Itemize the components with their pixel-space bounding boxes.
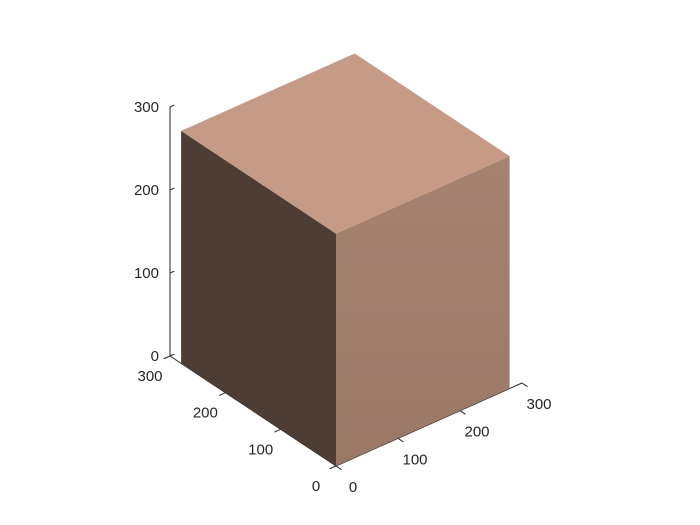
y-tick-label: 200	[193, 405, 218, 422]
z-tick-label: 300	[134, 99, 159, 116]
y-axis-line	[169, 355, 337, 467]
z-tick	[169, 353, 175, 357]
x-tick	[335, 465, 342, 471]
x-axis-line	[335, 382, 523, 467]
cube-right-face	[336, 156, 510, 466]
axes-layer	[163, 104, 528, 471]
y-tick-label: 0	[312, 478, 320, 495]
y-tick	[274, 428, 281, 433]
x-tick-label: 200	[464, 424, 489, 441]
tick-labels-layer: 0 100 200 300 0 100 200 300 0 100 200 300	[134, 99, 552, 496]
z-tick-label: 200	[134, 182, 159, 199]
cube-left-face	[181, 130, 336, 467]
z-tick	[169, 104, 175, 108]
z-tick	[169, 270, 175, 274]
y-tick-label: 300	[137, 368, 162, 385]
y-tick-label: 100	[248, 441, 273, 458]
cube-top-face	[181, 53, 510, 234]
x-tick	[397, 437, 404, 443]
z-tick-label: 0	[151, 348, 159, 365]
x-tick-label: 300	[526, 396, 551, 413]
x-tick	[459, 410, 466, 415]
z-tick	[169, 187, 175, 191]
z-tick-label: 100	[134, 265, 159, 282]
y-tick	[329, 465, 337, 470]
x-tick-label: 0	[349, 479, 357, 496]
x-tick	[521, 382, 528, 388]
x-tick-label: 100	[402, 451, 427, 468]
y-tick	[218, 392, 226, 396]
cube-layer	[181, 53, 510, 467]
y-tick	[163, 355, 171, 360]
